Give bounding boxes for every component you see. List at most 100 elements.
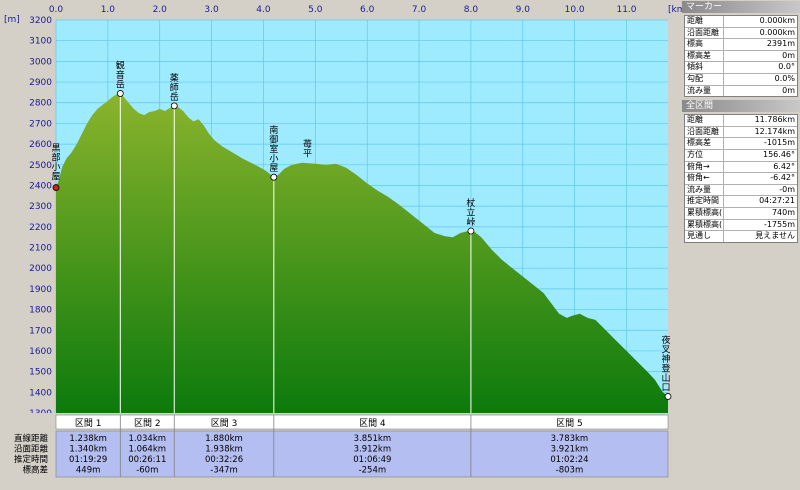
info-row-label: 流み量 [685,184,724,196]
info-row: 方位 156.46° [685,149,797,162]
info-row-value: 04:27:21 [759,196,795,206]
segment-row-header: 直線距離 [14,433,49,444]
y-tick-label: 3000 [29,57,52,67]
segment-label: 区間 2 [134,418,161,429]
waypoint-dot [270,173,278,181]
y-tick-label: 1600 [29,347,52,357]
x-tick-label: 4.0 [256,5,271,15]
info-row-label: 距離 [685,115,724,126]
x-tick-label: 3.0 [204,5,219,15]
x-tick-label: 7.0 [412,5,427,15]
segment-row-header: 沿面距離 [14,444,49,455]
y-tick-label: 3200 [29,16,52,26]
y-tick-label: 2700 [29,119,52,129]
x-tick-label: 6.0 [360,5,375,15]
segment-value: 00:26:11 [128,455,166,465]
info-row-label: 標高 [685,39,724,50]
waypoint-dot [170,102,178,110]
segment-value: 3.912km [354,445,392,455]
y-tick-label: 1300 [29,409,52,413]
info-row: 傾斜 0.0° [685,62,797,74]
y-tick-label: 2600 [29,140,52,150]
info-row-label: 累積標高(+) [687,207,724,219]
info-row: 累積標高(−) -1755m [685,219,797,232]
waypoint-label: 黒部小屋 [51,143,60,183]
info-row: 標高差 0m [685,50,797,63]
y-tick-label: 1400 [29,388,52,398]
info-row: 流み量 -0m [685,184,797,197]
segment-value: 1.340km [69,445,107,455]
info-row: 流み量 0m [685,85,797,97]
info-row: 沿面距離 12.174km [685,126,797,139]
info-row: 距離 0.000km [685,16,797,28]
info-row-label: 沿面距離 [685,126,724,138]
segment-label: 区間 4 [359,418,386,429]
y-unit-label: [m] [4,15,20,25]
info-row-value: -0m [779,184,795,194]
segment-row-header: 標高差 [22,465,48,476]
segment-value: 3.921km [551,445,589,455]
y-tick-label: 1700 [29,326,52,336]
x-tick-label: 9.0 [516,5,531,15]
waypoint-dot [52,184,60,191]
info-row-label: 俯角→ [685,161,724,173]
y-tick-label: 2000 [29,264,52,274]
info-row-value: 0.0° [778,62,795,72]
segment-value: -347m [210,466,238,476]
y-tick-label: 1500 [29,368,52,378]
marker-panel-title: マーカー [682,1,800,13]
info-row-value: -1755m [763,219,795,229]
segment-label: 区間 1 [75,418,102,429]
info-row: 俯角← -6.42° [685,173,797,185]
info-row-label: 推定時間 [685,196,724,207]
info-row-label: 勾配 [685,73,724,85]
info-row-value: 156.46° [763,149,795,159]
segment-value: 3.783km [551,434,589,444]
info-row: 推定時間 04:27:21 [685,196,797,208]
segment-value: -254m [359,466,387,476]
info-row: 距離 11.786km [685,115,797,127]
info-row: 標高差 -1015m [685,138,797,150]
segment-value: 00:32:26 [205,455,243,465]
waypoint-label: 南御室小屋 [269,124,278,174]
y-tick-label: 1900 [29,285,52,295]
segment-values-bar [55,430,669,478]
segment-value: 1.064km [129,445,167,455]
segment-value: -803m [556,466,584,476]
segment-value: -60m [136,466,158,476]
marker-panel: 距離 0.000km 沿面距離 0.000km 標高 2391m 標高差 0m 傾斜 0.0° 勾配… [684,15,798,98]
info-row-value: 0m [782,50,795,60]
info-sidebar: マーカー 距離 0.000km 沿面距離 0.000km 標高 2391m 標高差 0m 傾斜 0… [682,0,800,490]
x-tick-label: 5.0 [308,5,323,15]
info-row: 見通し 見えません [685,231,797,242]
info-row-label: 沿面距離 [685,27,724,39]
waypoint-dot [664,393,672,400]
segment-value: 01:19:29 [69,455,107,465]
terrain-area [56,93,668,413]
x-tick-label: 0.0 [49,5,64,15]
info-row-value: -1015m [763,138,795,148]
segment-divider-lines [119,93,472,413]
segment-value: 3.851km [354,434,392,444]
y-axis-ticks: 3200 3100 3000 2900 2800 2700 2600 2500 2400 2300… [29,16,52,413]
info-row: 標高 2391m [685,39,797,51]
segment-row-header: 推定時間 [14,454,48,465]
info-row-label: 方位 [685,149,724,161]
info-row-label: 見通し [685,231,724,242]
info-row-value: 6.42° [773,161,795,171]
x-tick-label: 8.0 [464,5,479,15]
segment-value: 01:06:49 [353,455,391,465]
x-tick-label: 11.0 [616,5,636,15]
info-row-label: 傾斜 [685,62,724,73]
full-panel-title: 全区間 [682,100,800,113]
info-row-value: 2391m [766,39,795,49]
info-row-label: 累積標高(−) [687,219,724,231]
info-row-value: 0m [782,85,795,95]
waypoint-label: 杖立峠 [466,197,475,228]
info-row: 俯角→ 6.42° [685,161,797,174]
waypoint-label: 夜叉神登山口 [661,334,670,394]
segment-label: 区間 3 [211,418,238,429]
x-tick-label: 2.0 [153,5,168,15]
x-unit-label: [km] [668,5,682,15]
y-tick-label: 3100 [29,37,52,47]
